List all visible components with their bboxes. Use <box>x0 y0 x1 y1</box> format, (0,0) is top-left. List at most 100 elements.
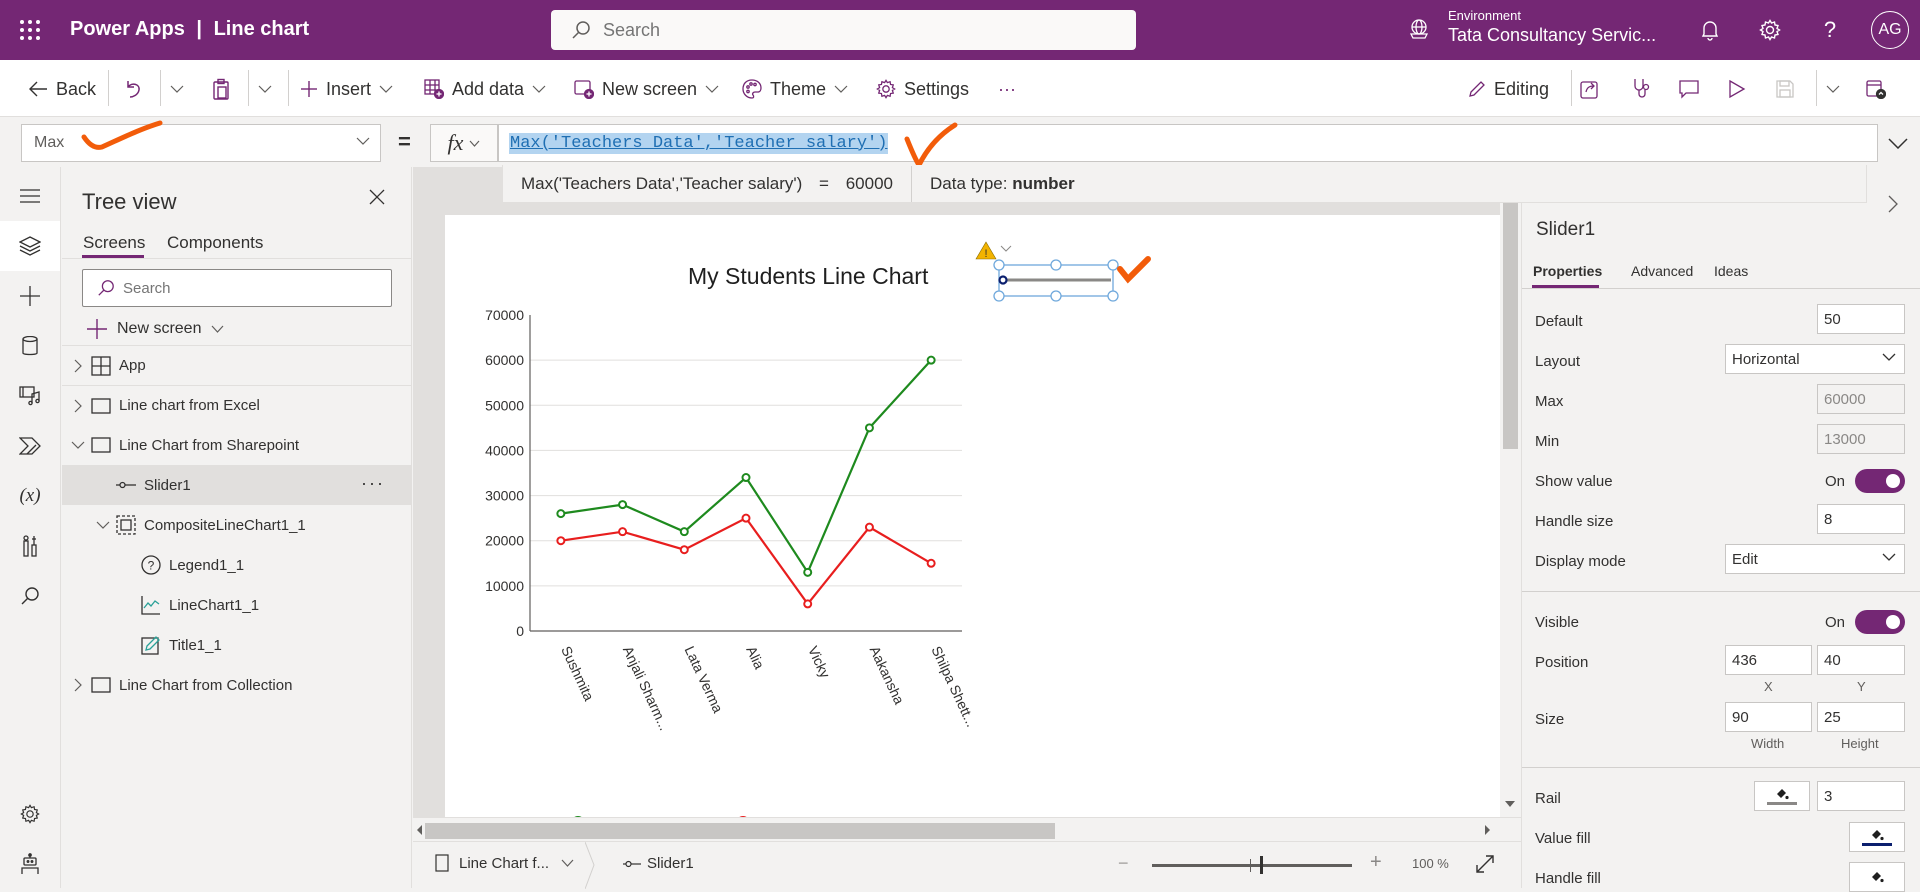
insert-button[interactable]: Insert <box>300 74 393 104</box>
position-x-input[interactable]: 436 <box>1725 645 1812 675</box>
undo-dropdown[interactable] <box>170 74 184 104</box>
tab-components[interactable]: Components <box>167 233 264 252</box>
tree-node-screen[interactable]: Line chart from Excel <box>62 385 412 425</box>
screen-canvas[interactable]: My Students Line Chart ! <box>445 215 1500 817</box>
publish-button[interactable] <box>1866 74 1886 104</box>
tab-properties[interactable]: Properties <box>1533 263 1603 279</box>
help-icon[interactable]: ? <box>1823 17 1837 42</box>
visible-toggle[interactable] <box>1855 610 1905 634</box>
new-screen-tree-button[interactable]: New screen <box>87 314 224 344</box>
save-button[interactable] <box>1776 74 1794 104</box>
zoom-in-button[interactable]: + <box>1370 851 1382 873</box>
media-button[interactable] <box>0 371 60 421</box>
control-breadcrumb[interactable]: Slider1 <box>623 855 694 872</box>
max-input[interactable]: 60000 <box>1817 384 1905 414</box>
tab-advanced[interactable]: Advanced <box>1631 263 1694 279</box>
property-selector[interactable]: Max <box>21 120 381 162</box>
theme-button[interactable]: Theme <box>742 74 848 104</box>
size-height-input[interactable]: 25 <box>1817 702 1905 732</box>
advanced-tools-button[interactable] <box>0 521 60 571</box>
tab-screens[interactable]: Screens <box>83 233 146 252</box>
notifications-icon[interactable] <box>1696 16 1724 44</box>
control-name[interactable]: Slider1 <box>1536 219 1596 240</box>
app-checker-button[interactable] <box>1632 74 1652 104</box>
global-search-input[interactable] <box>603 19 1083 41</box>
handle-size-input[interactable]: 8 <box>1817 504 1905 534</box>
line-chart[interactable]: 0 10000 20000 30000 40000 50000 60000 70000 Sush… <box>465 295 1085 815</box>
tree-node-app[interactable]: App <box>62 345 412 385</box>
tree-node-line-chart[interactable]: LineChart1_1 <box>62 585 412 625</box>
tree-search-box[interactable] <box>82 269 392 307</box>
chart-title[interactable]: My Students Line Chart <box>688 263 929 289</box>
data-button[interactable] <box>0 321 60 371</box>
share-button[interactable] <box>1580 74 1600 104</box>
chevron-right-icon[interactable] <box>74 399 82 413</box>
tree-node-legend[interactable]: ? Legend1_1 <box>62 545 412 585</box>
tree-node-group[interactable]: CompositeLineChart1_1 <box>62 505 412 545</box>
more-options-button[interactable]: ··· <box>361 473 385 493</box>
rail-thickness-input[interactable]: 3 <box>1817 781 1905 811</box>
settings-gear-icon[interactable] <box>1756 16 1784 44</box>
scroll-left-arrow[interactable] <box>417 825 422 835</box>
add-data-button[interactable]: Add data <box>424 74 546 104</box>
value-fill-color-button[interactable] <box>1849 822 1905 852</box>
horizontal-scrollbar-thumb[interactable] <box>425 823 1055 839</box>
close-tree-view-button[interactable] <box>369 189 385 205</box>
hamburger-menu-button[interactable] <box>0 171 60 221</box>
chevron-down-icon[interactable] <box>96 521 110 529</box>
insert-rail-button[interactable] <box>0 271 60 321</box>
copilot-button[interactable] <box>0 839 60 889</box>
app-launcher-icon[interactable] <box>18 18 42 42</box>
chevron-right-icon[interactable] <box>74 678 82 692</box>
comments-button[interactable] <box>1678 74 1700 104</box>
search-rail-button[interactable] <box>0 571 60 621</box>
rail-color-button[interactable] <box>1754 781 1810 811</box>
scroll-right-arrow[interactable] <box>1485 825 1490 835</box>
tree-search-input[interactable] <box>123 279 373 297</box>
size-width-input[interactable]: 90 <box>1725 702 1812 732</box>
fx-button[interactable]: fx <box>430 124 498 162</box>
chevron-right-icon[interactable] <box>74 359 82 373</box>
chevron-down-icon[interactable] <box>71 441 85 449</box>
tree-view-button[interactable] <box>0 221 60 271</box>
tree-node-screen[interactable]: Line Chart from Collection <box>62 665 412 705</box>
paste-dropdown[interactable] <box>258 74 272 104</box>
vertical-scrollbar[interactable] <box>1500 167 1521 817</box>
undo-button[interactable] <box>124 74 142 104</box>
formula-input[interactable]: Max('Teachers Data','Teacher salary') <box>498 122 1878 170</box>
avatar[interactable]: AG <box>1871 11 1909 49</box>
show-value-toggle[interactable] <box>1855 469 1905 493</box>
tree-node-title[interactable]: Title1_1 <box>62 625 412 665</box>
preview-play-button[interactable] <box>1728 74 1746 104</box>
settings-rail-button[interactable] <box>0 789 60 839</box>
editing-button[interactable]: Editing <box>1468 74 1549 104</box>
environment-value[interactable]: Tata Consultancy Servic... <box>1448 25 1657 45</box>
tree-node-slider[interactable]: Slider1 ··· <box>62 465 412 505</box>
paste-button[interactable] <box>212 74 230 104</box>
position-y-input[interactable]: 40 <box>1817 645 1905 675</box>
save-dropdown[interactable] <box>1826 74 1840 104</box>
more-commands-button[interactable]: ··· <box>998 78 1016 99</box>
expand-formula-button[interactable] <box>1878 124 1918 162</box>
environment-icon[interactable] <box>1408 18 1430 40</box>
vertical-scrollbar-thumb[interactable] <box>1503 169 1518 449</box>
power-automate-button[interactable] <box>0 421 60 471</box>
zoom-slider-thumb[interactable] <box>1260 856 1263 874</box>
tree-node-screen[interactable]: Line Chart from Sharepoint <box>62 425 412 465</box>
formula-text[interactable]: Max('Teachers Data','Teacher salary') <box>509 132 889 154</box>
slider-control[interactable]: ! <box>975 241 1151 305</box>
default-input[interactable]: 50 <box>1817 304 1905 334</box>
zoom-out-button[interactable]: − <box>1118 853 1129 873</box>
settings-button[interactable]: Settings <box>876 74 969 104</box>
variables-button[interactable]: (x) <box>0 471 60 521</box>
layout-select[interactable]: Horizontal <box>1725 344 1905 374</box>
collapse-panel-button[interactable] <box>1888 195 1898 213</box>
min-input[interactable]: 13000 <box>1817 424 1905 454</box>
new-screen-button[interactable]: New screen <box>574 74 719 104</box>
screen-breadcrumb[interactable]: Line Chart f... <box>435 854 574 872</box>
display-mode-select[interactable]: Edit <box>1725 544 1905 574</box>
global-search[interactable] <box>551 10 1136 50</box>
back-button[interactable]: Back <box>28 74 96 104</box>
zoom-slider[interactable] <box>1152 856 1352 874</box>
scroll-down-arrow[interactable] <box>1505 801 1515 807</box>
